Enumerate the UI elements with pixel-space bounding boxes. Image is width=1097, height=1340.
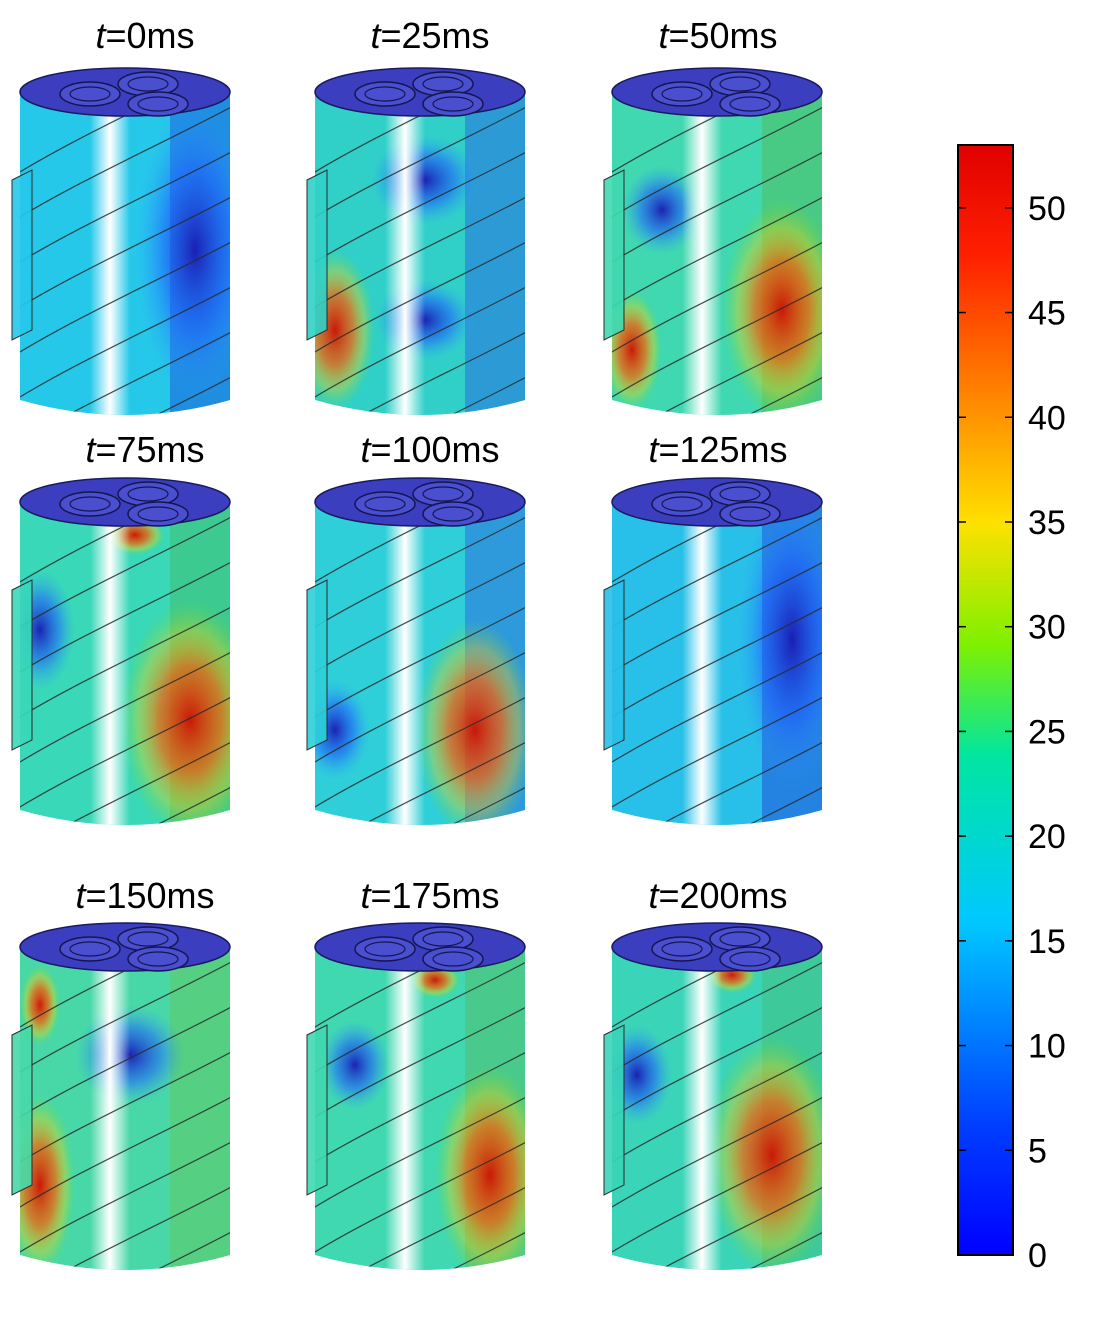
colorbar-scale	[957, 144, 1014, 1256]
colorbar-tick-label: 25	[1028, 713, 1066, 751]
cable-core	[354, 936, 416, 962]
time-label: t=125ms	[648, 429, 787, 470]
cable-body	[20, 90, 230, 415]
time-value: =200ms	[658, 875, 787, 916]
colorbar: 0 5 10 15 20 25 30 35 40 45 50	[957, 144, 1066, 1275]
cable-panel	[11, 922, 231, 1270]
time-value: =25ms	[380, 15, 489, 56]
cable-panel	[306, 477, 526, 825]
time-symbol: t	[648, 429, 660, 470]
time-value: =100ms	[370, 429, 499, 470]
cable-body	[612, 945, 822, 1270]
cable-panel	[603, 477, 823, 825]
cable-core	[422, 501, 484, 527]
time-label: t=175ms	[360, 875, 499, 916]
colorbar-tick-label: 50	[1028, 190, 1066, 228]
colorbar-tick-label: 10	[1028, 1028, 1066, 1066]
cable-core	[59, 491, 121, 517]
time-symbol: t	[75, 875, 87, 916]
cable-core	[127, 501, 189, 527]
colorbar-tick-label: 40	[1028, 399, 1066, 437]
time-symbol: t	[370, 15, 382, 56]
cable-core	[127, 91, 189, 117]
cable-panel	[603, 922, 823, 1270]
colorbar-tick-label: 45	[1028, 295, 1066, 333]
cable-body	[20, 500, 230, 825]
cable-body	[612, 90, 822, 415]
cable-panel	[306, 67, 526, 415]
time-label: t=150ms	[75, 875, 214, 916]
time-value: =75ms	[95, 429, 204, 470]
cable-core	[719, 91, 781, 117]
colorbar-ticks: 0 5 10 15 20 25 30 35 40 45 50	[958, 190, 1066, 1275]
cable-core	[59, 81, 121, 107]
cable-core	[651, 81, 713, 107]
time-label: t=200ms	[648, 875, 787, 916]
time-symbol: t	[360, 429, 372, 470]
time-label: t=100ms	[360, 429, 499, 470]
cable-body	[315, 500, 525, 825]
time-symbol: t	[85, 429, 97, 470]
cable-panel	[603, 67, 823, 415]
cable-core	[422, 946, 484, 972]
cable-panel	[11, 67, 231, 415]
cable-core	[422, 91, 484, 117]
time-symbol: t	[658, 15, 670, 56]
colorbar-tick-label: 35	[1028, 504, 1066, 542]
cable-core	[719, 946, 781, 972]
colorbar-tick-label: 0	[1028, 1237, 1047, 1275]
cable-core	[354, 491, 416, 517]
time-symbol: t	[360, 875, 372, 916]
time-label: t=50ms	[658, 15, 777, 56]
cable-core	[127, 946, 189, 972]
time-value: =50ms	[668, 15, 777, 56]
colorbar-tick-label: 15	[1028, 923, 1066, 961]
colorbar-tick-label: 20	[1028, 818, 1066, 856]
time-value: =0ms	[105, 15, 194, 56]
time-symbol: t	[95, 15, 107, 56]
colorbar-tick-label: 5	[1028, 1132, 1047, 1170]
cable-body	[315, 90, 525, 415]
cable-panel	[306, 922, 526, 1270]
cable-core	[651, 936, 713, 962]
cable-core	[354, 81, 416, 107]
cable-panel	[11, 477, 231, 825]
cable-body	[612, 500, 822, 825]
time-label: t=75ms	[85, 429, 204, 470]
cable-core	[59, 936, 121, 962]
colorbar-tick-label: 30	[1028, 609, 1066, 647]
cable-body	[315, 945, 525, 1270]
time-value: =150ms	[85, 875, 214, 916]
cable-core	[719, 501, 781, 527]
cable-body	[20, 945, 230, 1270]
time-value: =175ms	[370, 875, 499, 916]
time-value: =125ms	[658, 429, 787, 470]
time-symbol: t	[648, 875, 660, 916]
time-label: t=25ms	[370, 15, 489, 56]
time-label: t=0ms	[95, 15, 194, 56]
cable-core	[651, 491, 713, 517]
